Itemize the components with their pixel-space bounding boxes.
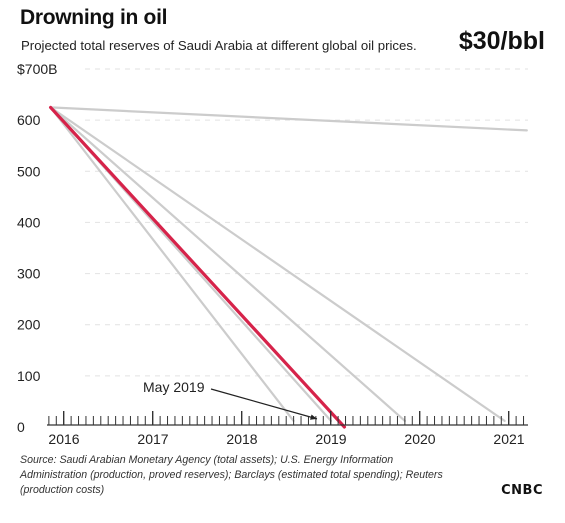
- annotation-label: May 2019: [143, 379, 205, 395]
- y-tick-label: 300: [17, 266, 41, 282]
- y-tick-label: $700B: [17, 61, 57, 77]
- y-tick-label: 500: [17, 163, 41, 179]
- y-tick-label: 0: [17, 419, 25, 435]
- x-tick-label: 2019: [315, 431, 346, 447]
- series-line: [49, 106, 528, 132]
- x-tick-label: 2020: [404, 431, 435, 447]
- source-note: Source: Saudi Arabian Monetary Agency (t…: [20, 454, 443, 496]
- annotation-arrow: [210, 388, 318, 420]
- chart-subtitle: Projected total reserves of Saudi Arabia…: [21, 38, 417, 53]
- tick-labels: $700B 600 500 400 300 200 100 0 2016 2017 2018 2019…: [17, 61, 525, 447]
- grid-layer: [85, 68, 528, 377]
- x-tick-label: 2021: [493, 431, 524, 447]
- x-tick-label: 2017: [137, 431, 168, 447]
- series-line: [49, 106, 406, 422]
- annotation-arrowhead: [310, 414, 317, 420]
- y-tick-label: 400: [17, 214, 41, 230]
- highlighted-series-line: [49, 105, 346, 429]
- chart-title: Drowning in oil: [20, 6, 168, 29]
- annotation-layer: May 2019: [143, 379, 318, 420]
- series-line: [49, 106, 506, 422]
- x-axis: [47, 411, 528, 426]
- x-tick-label: 2016: [48, 431, 79, 447]
- oil-price-label: $30/bbl: [458, 27, 545, 55]
- series-layer: [49, 105, 528, 429]
- series-line: [49, 106, 295, 422]
- y-tick-label: 100: [17, 368, 41, 384]
- y-tick-label: 600: [17, 112, 41, 128]
- brand-logo: CNBC: [501, 483, 543, 498]
- y-tick-label: 200: [17, 317, 41, 333]
- x-tick-label: 2018: [226, 431, 257, 447]
